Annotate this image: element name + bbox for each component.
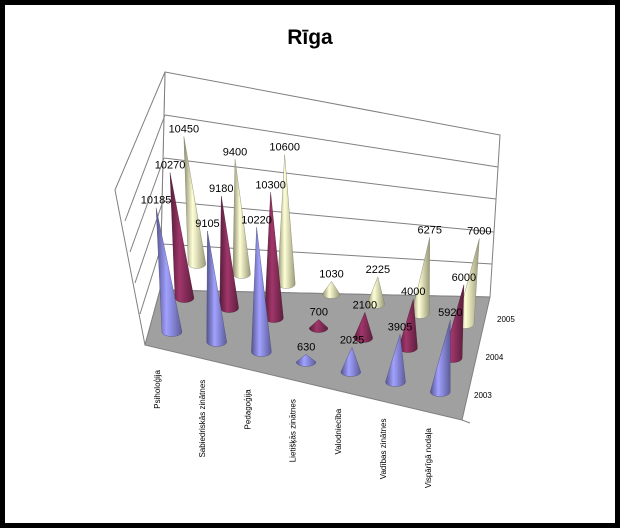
cone	[429, 319, 451, 397]
series-label: 2005	[497, 315, 515, 324]
plot-area: 10450 9400 10600 1030 2225 6275 7000 10270 9180 1…	[141, 124, 492, 397]
chart-title: Rīga	[287, 26, 333, 49]
data-label: 2025	[340, 334, 364, 346]
data-label: 2100	[353, 299, 377, 311]
cone	[353, 311, 373, 343]
cone	[308, 319, 329, 333]
series-label: 2004	[486, 353, 504, 362]
x-tick-label: Vispārīgā nodaļa	[424, 428, 433, 488]
cone	[169, 172, 195, 303]
data-label: 3905	[388, 321, 412, 333]
data-label: 4000	[401, 286, 425, 298]
data-label: 2225	[366, 264, 390, 276]
data-label: 9180	[209, 183, 233, 195]
data-label: 5920	[438, 307, 462, 319]
data-label: 9105	[195, 218, 219, 230]
cone	[322, 281, 341, 299]
data-label: 10300	[255, 179, 286, 191]
x-tick-label: Pedagoģija	[243, 389, 252, 430]
cone	[155, 207, 183, 337]
data-label: 6275	[417, 224, 441, 236]
x-tick-label: Lietišķās zinātnes	[289, 399, 298, 462]
series-label: 2003	[474, 391, 492, 400]
x-tick-label: Psiholoģija	[153, 369, 162, 408]
data-label: 1030	[319, 268, 343, 280]
data-label: 10450	[169, 124, 200, 136]
cone	[251, 227, 272, 357]
cone	[183, 136, 207, 269]
x-tick-label: Vadības zinātnes	[379, 419, 388, 480]
cone	[366, 276, 385, 309]
data-label: 10270	[155, 160, 186, 172]
data-label: 630	[297, 341, 315, 353]
cone	[340, 346, 362, 377]
data-label: 9400	[223, 146, 247, 158]
data-label: 6000	[452, 272, 476, 284]
x-tick-label: Valodniecība	[334, 408, 343, 454]
cone	[206, 230, 227, 347]
cone	[295, 354, 317, 367]
data-label: 700	[310, 306, 328, 318]
data-label: 7000	[467, 226, 491, 238]
data-label: 10220	[241, 214, 272, 226]
data-label: 10185	[141, 195, 172, 207]
data-label: 10600	[269, 142, 300, 154]
x-tick-label: Sabiedriskās zinātnes	[198, 380, 207, 458]
cone	[385, 334, 406, 387]
